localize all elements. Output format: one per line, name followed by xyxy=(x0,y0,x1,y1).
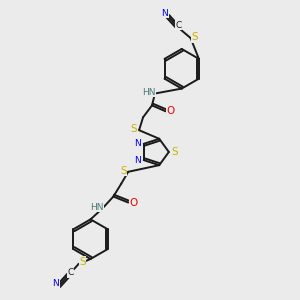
Text: N: N xyxy=(161,9,168,18)
Text: N: N xyxy=(134,139,141,148)
Text: O: O xyxy=(167,106,175,116)
Text: N: N xyxy=(52,279,59,288)
Text: HN: HN xyxy=(90,203,103,212)
Text: HN: HN xyxy=(142,88,156,97)
Text: S: S xyxy=(131,124,137,134)
Text: O: O xyxy=(129,197,137,208)
Text: C: C xyxy=(176,21,182,30)
Text: S: S xyxy=(120,166,127,176)
Text: S: S xyxy=(191,32,198,42)
Text: N: N xyxy=(134,156,141,165)
Text: S: S xyxy=(172,147,178,157)
Text: C: C xyxy=(68,268,74,278)
Text: S: S xyxy=(79,257,86,267)
